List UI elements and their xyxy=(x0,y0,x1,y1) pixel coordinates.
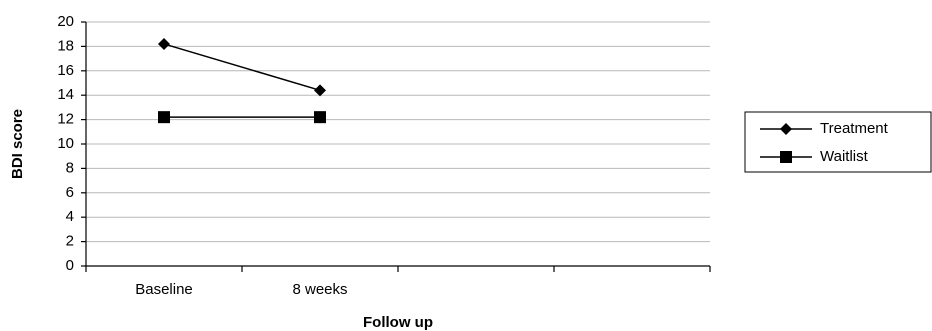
legend-label: Treatment xyxy=(820,120,889,137)
marker xyxy=(158,111,170,124)
y-tick-label: 8 xyxy=(66,159,74,176)
marker xyxy=(314,84,326,97)
series-line xyxy=(163,43,321,92)
legend-box xyxy=(744,111,932,173)
y-tick-label: 6 xyxy=(66,184,74,201)
y-tick-label: 18 xyxy=(57,37,74,54)
y-tick-label: 16 xyxy=(57,62,74,79)
y-tick-label: 14 xyxy=(57,86,74,103)
y-tick-label: 0 xyxy=(66,257,74,274)
marker xyxy=(158,37,170,50)
x-tick-label: 8 weeks xyxy=(292,281,347,298)
legend-label: Waitlist xyxy=(820,148,869,165)
y-axis-label: BDI score xyxy=(9,109,26,179)
marker xyxy=(314,111,326,124)
marker xyxy=(780,151,792,163)
y-tick-label: 10 xyxy=(57,135,74,152)
x-tick-label: Baseline xyxy=(135,281,193,298)
y-tick-label: 12 xyxy=(57,111,74,128)
y-tick-label: 20 xyxy=(57,13,74,30)
marker xyxy=(780,123,792,135)
y-tick-label: 2 xyxy=(66,233,74,250)
x-axis-label: Follow up xyxy=(363,314,433,331)
y-tick-label: 4 xyxy=(66,208,74,225)
